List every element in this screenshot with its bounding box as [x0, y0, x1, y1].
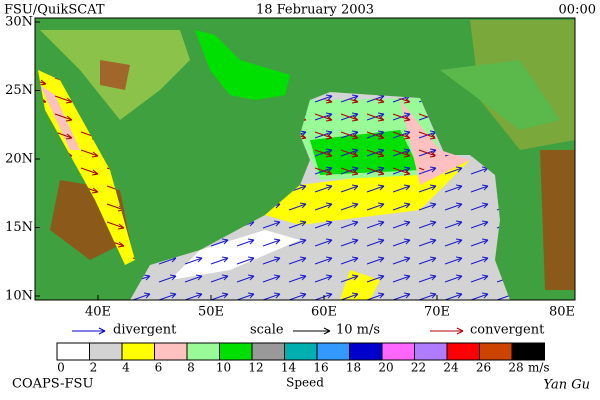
- colorbar-swatch: [316, 342, 350, 361]
- footer-right: Yan Gu: [543, 378, 590, 393]
- legend: divergent scale 10 m/s convergent: [72, 323, 545, 338]
- colorbar-swatch: [414, 342, 448, 361]
- colorbar-swatch: [251, 342, 285, 361]
- colorbar-label: 20: [378, 361, 393, 375]
- colorbar-label: 8: [187, 361, 195, 375]
- colorbar-label: 22: [411, 361, 426, 375]
- lat-label: 25N: [5, 83, 33, 98]
- lon-label: 40E: [85, 305, 111, 320]
- lat-label: 15N: [5, 220, 33, 235]
- lon-label: 60E: [311, 305, 337, 320]
- header-center: 18 February 2003: [256, 3, 374, 18]
- colorbar-swatch: [219, 342, 253, 361]
- lat-label: 30N: [5, 15, 33, 30]
- lat-label: 20N: [5, 152, 33, 167]
- colorbar-label: 12: [248, 361, 263, 375]
- convergent-arrowhead: [456, 327, 464, 335]
- colorbar-swatch: [446, 342, 480, 361]
- colorbar-label: 18: [346, 361, 361, 375]
- map: [35, 18, 575, 300]
- lon-label: 50E: [198, 305, 224, 320]
- colorbar-label: 4: [122, 361, 130, 375]
- scale-value: 10 m/s: [336, 323, 380, 338]
- scale-label: scale: [250, 323, 284, 338]
- colorbar-swatch: [186, 342, 220, 361]
- colorbar-swatch: [89, 342, 123, 361]
- colorbar-swatch: [349, 342, 383, 361]
- colorbar-label: 10: [216, 361, 231, 375]
- colorbar-label: 14: [281, 361, 297, 375]
- colorbar-label: 6: [155, 361, 163, 375]
- colorbar-label: 26: [476, 361, 491, 375]
- colorbar-label: 24: [443, 361, 459, 375]
- header-left: FSU/QuikSCAT: [4, 3, 105, 18]
- colorbar-swatch: [284, 342, 318, 361]
- colorbar-unit: m/s: [528, 361, 550, 375]
- scale-arrowhead: [323, 327, 331, 335]
- colorbar-swatch: [479, 342, 513, 361]
- colorbar-swatch: [121, 342, 155, 361]
- colorbar-swatch: [511, 342, 545, 361]
- divergent-arrowhead: [98, 327, 106, 335]
- colorbar-swatch: [56, 342, 90, 361]
- axes: 30N 25N 20N 15N 10N 40E 50E 60E 70E 80E: [5, 15, 575, 320]
- colorbar: 0 2 4 6 8 10 12 14 16 18 20 22 24 26 28 m/s: [56, 342, 550, 375]
- lon-label: 80E: [549, 305, 575, 320]
- convergent-label: convergent: [470, 323, 545, 338]
- colorbar-swatch: [154, 342, 188, 361]
- colorbar-title: Speed: [286, 376, 324, 390]
- lat-label: 10N: [5, 289, 33, 304]
- lon-label: 70E: [424, 305, 450, 320]
- header-right: 00:00: [559, 3, 596, 18]
- colorbar-label: 28: [508, 361, 523, 375]
- divergent-label: divergent: [113, 323, 177, 338]
- colorbar-label: 0: [57, 361, 65, 375]
- footer-left: COAPS-FSU: [12, 377, 93, 392]
- colorbar-label: 2: [90, 361, 98, 375]
- colorbar-label: 16: [313, 361, 328, 375]
- colorbar-swatch: [381, 342, 415, 361]
